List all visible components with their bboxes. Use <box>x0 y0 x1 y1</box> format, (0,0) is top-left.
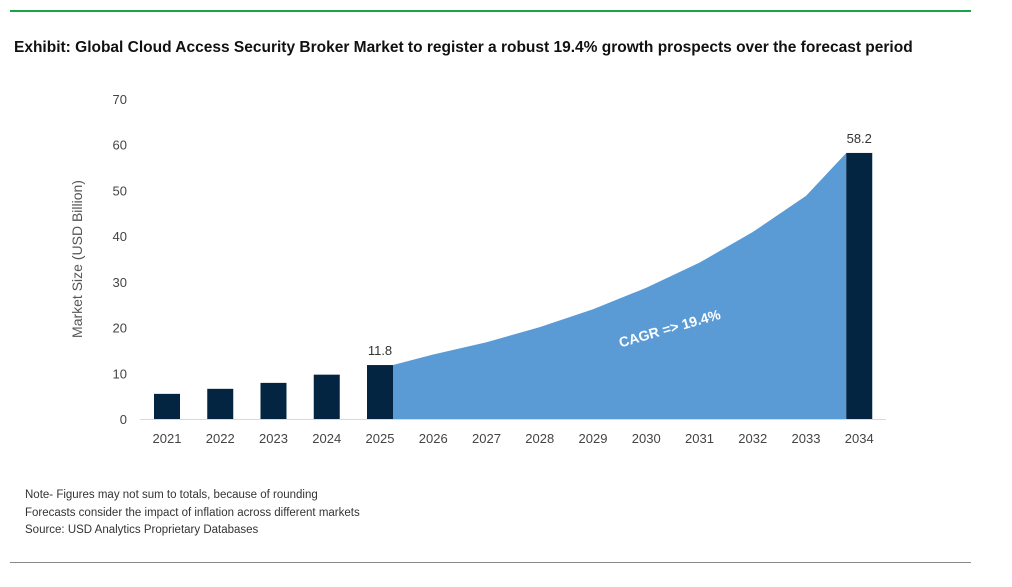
y-tick-70: 70 <box>113 92 127 107</box>
bar-2022 <box>207 388 234 419</box>
x-tick-2026: 2026 <box>419 431 448 446</box>
notes: Note- Figures may not sum to totals, bec… <box>25 487 360 540</box>
x-tick-2030: 2030 <box>632 431 661 446</box>
y-tick-40: 40 <box>113 229 127 244</box>
bar-2025 <box>367 365 393 419</box>
x-tick-2028: 2028 <box>525 431 554 446</box>
note-rounding: Note- Figures may not sum to totals, bec… <box>25 489 318 501</box>
x-tick-2025: 2025 <box>366 431 395 446</box>
chart-title: Exhibit: Global Cloud Access Security Br… <box>14 39 913 56</box>
y-tick-60: 60 <box>113 138 127 153</box>
x-tick-2031: 2031 <box>685 431 714 446</box>
bottom-rule <box>10 562 971 563</box>
x-tick-2032: 2032 <box>738 431 767 446</box>
note-inflation: Forecasts consider the impact of inflati… <box>25 506 360 519</box>
bar-2034 <box>846 152 873 419</box>
top-rule <box>10 10 971 12</box>
x-tick-2021: 2021 <box>153 431 182 446</box>
x-tick-2024: 2024 <box>312 431 341 446</box>
x-tick-2029: 2029 <box>579 431 608 446</box>
x-tick-2033: 2033 <box>792 431 821 446</box>
cagr-area <box>393 152 847 419</box>
y-axis-label: Market Size (USD Billion) <box>69 180 85 338</box>
note-source: Source: USD Analytics Proprietary Databa… <box>25 524 259 536</box>
y-tick-50: 50 <box>113 183 127 198</box>
y-tick-30: 30 <box>113 275 127 290</box>
y-tick-20: 20 <box>113 321 127 336</box>
bar-2023 <box>260 382 287 419</box>
bar-2021 <box>154 393 180 419</box>
x-tick-2027: 2027 <box>472 431 501 446</box>
x-tick-2034: 2034 <box>845 431 874 446</box>
y-tick-0: 0 <box>120 412 127 427</box>
x-tick-2023: 2023 <box>259 431 288 446</box>
x-tick-2022: 2022 <box>206 431 235 446</box>
data-label-2034: 58.2 <box>847 131 872 146</box>
bar-2024 <box>313 374 340 419</box>
data-label-2025: 11.8 <box>368 343 392 358</box>
y-tick-10: 10 <box>113 366 127 381</box>
